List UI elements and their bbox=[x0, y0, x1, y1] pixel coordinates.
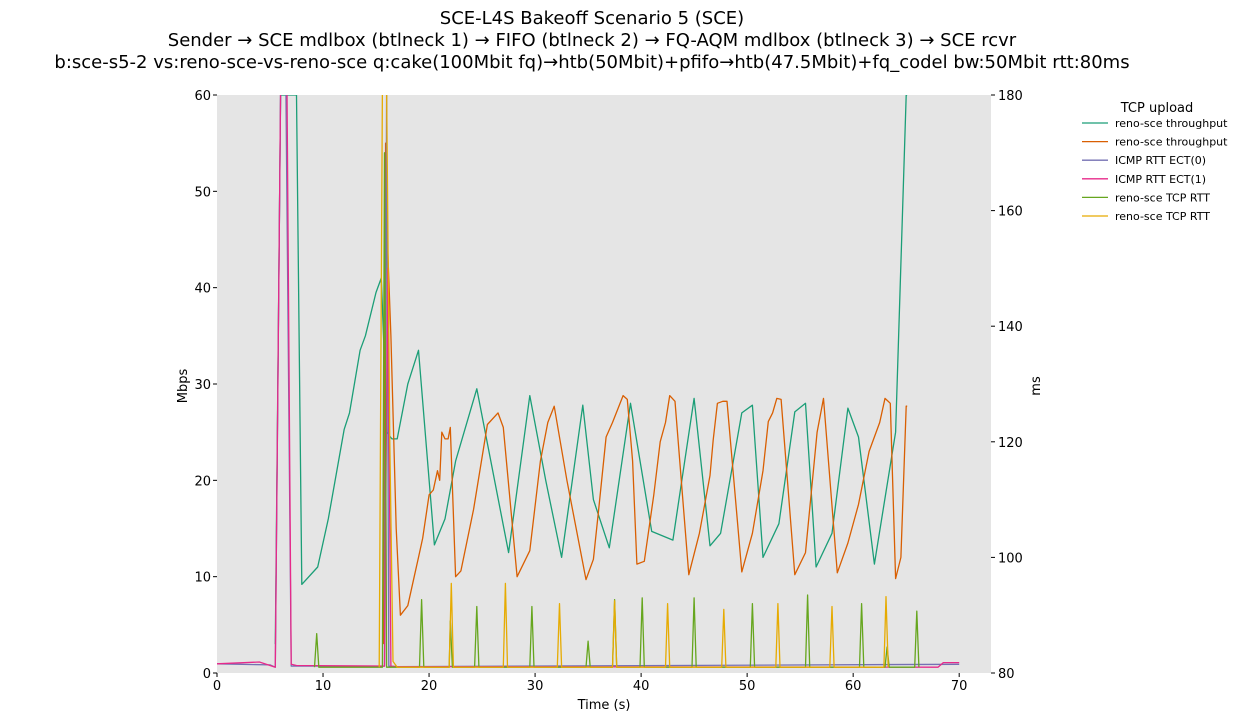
x-tick-label-5: 50 bbox=[739, 679, 756, 694]
legend-label-4: reno-sce TCP RTT bbox=[1115, 191, 1210, 204]
y-tick-label-4: 40 bbox=[194, 282, 211, 297]
legend-title: TCP upload bbox=[1120, 101, 1194, 116]
x-tick-label-7: 70 bbox=[951, 679, 968, 694]
y-tick-label-6: 60 bbox=[194, 89, 211, 104]
chart-subtitle: Sender → SCE mdlbox (btlneck 1) → FIFO (… bbox=[168, 30, 1017, 51]
y-tick-label-2: 20 bbox=[194, 474, 211, 489]
x-tick-label-4: 40 bbox=[633, 679, 650, 694]
legend-label-2: ICMP RTT ECT(0) bbox=[1115, 154, 1206, 167]
series-line-5 bbox=[378, 95, 889, 668]
series-layer bbox=[217, 95, 960, 668]
x-tick-label-1: 10 bbox=[315, 679, 332, 694]
y-axis-label: Mbps bbox=[176, 369, 191, 404]
plot-area bbox=[217, 95, 991, 673]
legend-label-3: ICMP RTT ECT(1) bbox=[1115, 173, 1206, 186]
x-tick-label-2: 20 bbox=[421, 679, 438, 694]
y-tick-label-1: 10 bbox=[194, 571, 211, 586]
x-axis: 0 10 20 30 40 50 60 70 bbox=[213, 673, 968, 694]
y2-axis-label: ms bbox=[1029, 376, 1044, 396]
y-tick-label-0: 0 bbox=[203, 667, 211, 682]
y-axis-right: 80 100 120 140 160 180 bbox=[991, 89, 1023, 682]
y2-tick-label-0: 80 bbox=[998, 667, 1015, 682]
y2-tick-label-2: 120 bbox=[998, 436, 1023, 451]
x-tick-label-3: 30 bbox=[527, 679, 544, 694]
y2-tick-label-5: 180 bbox=[998, 89, 1023, 104]
legend-label-5: reno-sce TCP RTT bbox=[1115, 210, 1210, 223]
x-tick-label-0: 0 bbox=[213, 679, 221, 694]
series-line-0 bbox=[274, 95, 908, 645]
legend-label-1: reno-sce throughput bbox=[1115, 136, 1228, 149]
y2-tick-label-1: 100 bbox=[998, 551, 1023, 566]
series-line-1 bbox=[382, 142, 908, 645]
chart-subtitle-2: b:sce-s5-2 vs:reno-sce-vs-reno-sce q:cak… bbox=[54, 52, 1129, 73]
y2-tick-label-3: 140 bbox=[998, 320, 1023, 335]
y-axis-left: 0 10 20 30 40 50 60 bbox=[194, 89, 217, 682]
legend-label-0: reno-sce throughput bbox=[1115, 117, 1228, 130]
x-tick-label-6: 60 bbox=[845, 679, 862, 694]
y2-tick-label-4: 160 bbox=[998, 205, 1023, 220]
y-tick-label-5: 50 bbox=[194, 185, 211, 200]
y-tick-label-3: 30 bbox=[194, 378, 211, 393]
chart-title: SCE-L4S Bakeoff Scenario 5 (SCE) bbox=[440, 8, 744, 29]
x-axis-label: Time (s) bbox=[577, 698, 631, 713]
legend: TCP upload reno-sce throughput reno-sce t… bbox=[1082, 101, 1228, 223]
